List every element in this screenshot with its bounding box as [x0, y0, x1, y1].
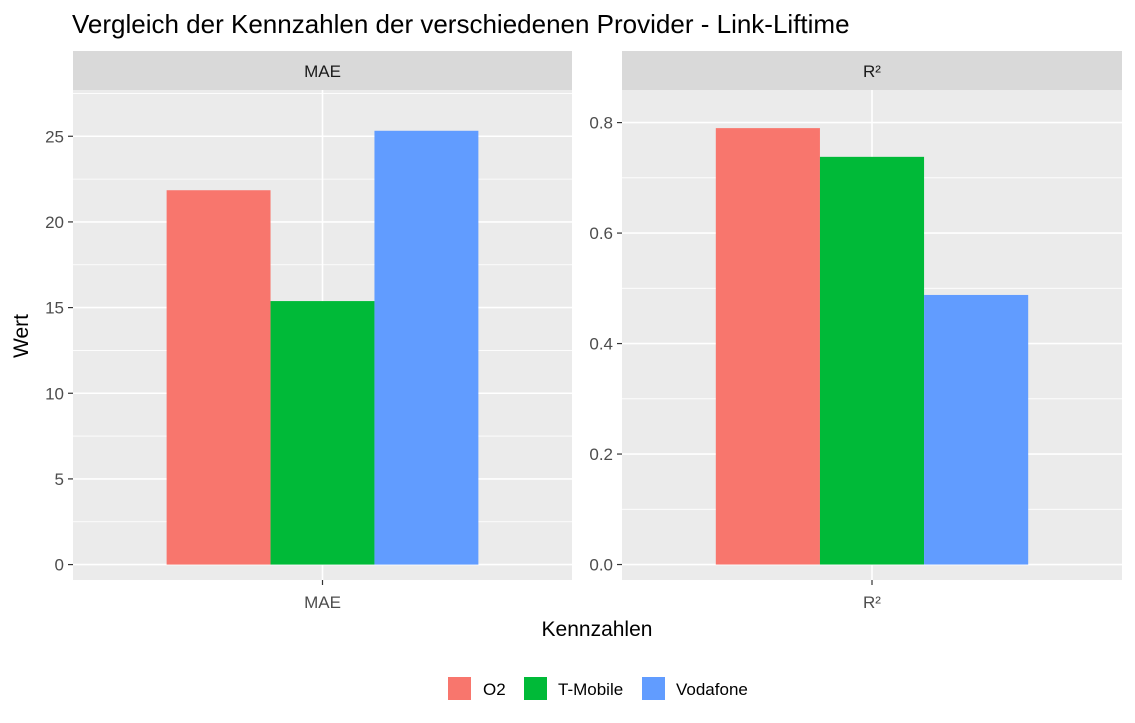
y-tick-label: 5: [55, 470, 64, 489]
facet-panel-1: MAE 0 5 10 15 20 25 MAE: [45, 51, 572, 612]
chart-title: Vergleich der Kennzahlen der verschieden…: [72, 9, 850, 39]
y-tick-label: 15: [45, 299, 64, 318]
bar-vodafone: [924, 294, 1029, 565]
y-tick-label: 0.8: [589, 114, 613, 133]
facet-strip: [622, 51, 1122, 90]
y-tick-label: 0.0: [589, 556, 613, 575]
facet-strip: [73, 51, 572, 90]
legend-label: T-Mobile: [558, 680, 623, 699]
y-tick-label: 0: [55, 556, 64, 575]
legend-key: [448, 677, 471, 700]
legend-item: Vodafone: [642, 677, 748, 700]
legend: O2 T-Mobile Vodafone: [448, 677, 748, 700]
y-axis-title: Wert: [10, 314, 33, 358]
bar-o2: [715, 128, 820, 565]
bar-t-mobile: [270, 301, 375, 565]
legend-label: O2: [483, 680, 506, 699]
x-tick-label: MAE: [304, 593, 341, 612]
facet-panel-2: R² 0.0 0.2 0.4 0.6 0.8 R²: [589, 51, 1122, 612]
x-tick-label: R²: [863, 593, 881, 612]
y-tick-label: 0.2: [589, 445, 613, 464]
facet-strip-label: MAE: [304, 62, 341, 81]
legend-item: O2: [448, 677, 506, 700]
bar-t-mobile: [819, 156, 925, 565]
bar-vodafone: [374, 130, 479, 565]
facet-strip-label: R²: [863, 62, 881, 81]
legend-item: T-Mobile: [524, 677, 623, 700]
y-tick-label: 25: [45, 127, 64, 146]
bar-o2: [166, 190, 271, 565]
facet-panels: MAE 0 5 10 15 20 25 MAE R² 0.0 0.2 0.4 0.6 0.8 R²: [45, 51, 1122, 612]
x-axis-title: Kennzahlen: [542, 618, 653, 641]
legend-key: [642, 677, 665, 700]
y-tick-label: 0.4: [589, 335, 613, 354]
legend-label: Vodafone: [676, 680, 748, 699]
legend-key: [524, 677, 547, 700]
y-tick-label: 0.6: [589, 224, 613, 243]
y-tick-label: 10: [45, 384, 64, 403]
y-tick-label: 20: [45, 213, 64, 232]
